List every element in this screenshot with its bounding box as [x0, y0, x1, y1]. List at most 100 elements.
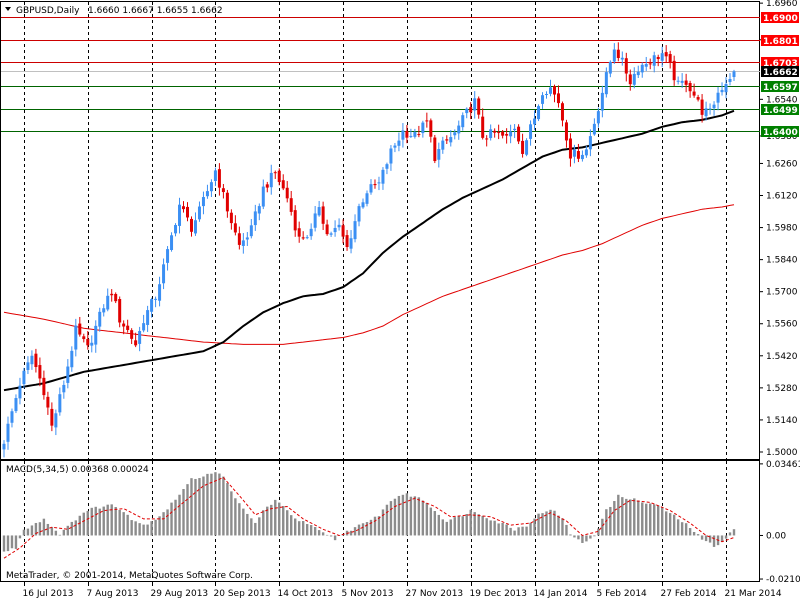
macd-bar — [74, 520, 78, 536]
macd-bar — [676, 519, 680, 536]
macd-bar — [728, 532, 732, 536]
macd-bar — [166, 509, 169, 536]
macd-bar — [341, 534, 345, 536]
macd-bar — [585, 535, 588, 542]
level-tag-label: 1.6662 — [763, 68, 798, 78]
candle-body-up — [525, 140, 529, 155]
macd-bar — [429, 507, 433, 536]
macd-bar — [545, 511, 548, 536]
candle-body-up — [381, 169, 385, 184]
macd-bar — [250, 518, 253, 536]
macd-bar — [369, 519, 373, 536]
candle-body-down — [616, 49, 620, 58]
candle-body-down — [325, 224, 329, 235]
ohlc-values: 1.6660 1.6667 1.6655 1.6662 — [88, 6, 223, 16]
copyright-text: MetaTrader, © 2001-2014, MetaQuotes Soft… — [6, 571, 253, 581]
macd-bar — [489, 520, 492, 536]
macd-bar — [114, 507, 117, 536]
candle-body-up — [361, 202, 365, 208]
candle-body-down — [122, 323, 126, 327]
candle-body-down — [568, 138, 572, 159]
macd-bar — [653, 504, 656, 536]
macd-bar — [238, 503, 241, 536]
candle-body-down — [648, 63, 652, 65]
macd-bar — [110, 504, 113, 536]
candle-body-up — [716, 92, 720, 103]
macd-bar — [609, 506, 612, 536]
macd-bar — [597, 528, 600, 536]
macd-bar — [553, 510, 556, 536]
candle-body-up — [158, 284, 162, 301]
candle-body-down — [628, 74, 632, 85]
macd-bar — [262, 510, 265, 536]
candle-body-down — [289, 198, 293, 212]
macd-bar — [401, 494, 405, 536]
macd-bar — [377, 516, 381, 536]
time-axis: 16 Jul 2013 7 Aug 2013 29 Aug 2013 20 Sep 2… — [23, 582, 782, 599]
collapse-triangle-icon[interactable] — [5, 7, 11, 11]
candle-body-up — [305, 237, 309, 239]
price-panel-frame[interactable] — [0, 1, 760, 460]
macd-bar — [517, 527, 520, 536]
candle-body-down — [688, 82, 692, 92]
candle-body-down — [34, 353, 38, 368]
macd-bar — [90, 507, 93, 536]
macd-bar — [633, 498, 636, 536]
macd-bar — [46, 523, 50, 536]
macd-bar — [50, 527, 54, 536]
candle-body-up — [249, 225, 253, 237]
candle-body-up — [313, 213, 317, 228]
candle-body-up — [241, 240, 245, 246]
candle-body-down — [273, 172, 277, 174]
candle-body-up — [644, 64, 648, 67]
candle-body-up — [166, 249, 170, 263]
macd-bar — [42, 518, 46, 536]
macd-bar — [317, 530, 321, 536]
candle-body-up — [142, 323, 146, 331]
candle-body-down — [477, 98, 481, 115]
y-tick-label: 1.5980 — [766, 224, 798, 234]
macd-bar — [461, 516, 464, 536]
candle-body-down — [189, 218, 193, 232]
candle-body-up — [457, 125, 461, 134]
macd-bar — [22, 529, 26, 536]
macd-bar — [146, 524, 149, 536]
candle-body-up — [329, 233, 333, 235]
macd-bar — [118, 509, 121, 536]
candle-body-down — [417, 134, 421, 136]
candle-body-down — [485, 138, 489, 140]
macd-bar — [258, 517, 261, 536]
macd-y-tick-label: 0.03461 — [766, 460, 800, 470]
candle-body-up — [389, 148, 393, 164]
candle-body-up — [26, 362, 30, 370]
macd-bar — [481, 516, 484, 536]
x-tick-label: 5 Nov 2013 — [342, 589, 394, 599]
level-tag-bg — [761, 35, 799, 46]
candle-body-up — [245, 237, 249, 240]
candle-body-down — [297, 228, 301, 237]
macd-bar — [333, 535, 337, 541]
x-tick-label: 7 Aug 2013 — [87, 589, 139, 599]
macd-bar — [190, 478, 193, 536]
x-tick-label: 16 Jul 2013 — [23, 589, 74, 599]
level-tag-label: 1.6801 — [763, 37, 798, 47]
candle-body-down — [429, 120, 433, 137]
candle-body-up — [680, 80, 684, 83]
macd-bar — [569, 534, 572, 536]
macd-bar — [94, 506, 97, 536]
candle-body-down — [46, 396, 50, 408]
macd-bar — [684, 523, 688, 536]
macd-bar — [525, 526, 528, 536]
price-levels — [1, 17, 760, 132]
candle-body-down — [221, 188, 225, 193]
candle-body-up — [529, 124, 533, 139]
macd-bar — [417, 497, 421, 536]
candle-body-down — [493, 130, 497, 133]
candle-body-up — [261, 186, 265, 207]
macd-bar — [130, 520, 133, 536]
candle-body-down — [82, 336, 86, 340]
macd-bar — [497, 523, 500, 536]
macd-bar — [565, 524, 568, 536]
macd-bar — [226, 483, 229, 536]
macd-panel-frame[interactable] — [0, 460, 760, 582]
